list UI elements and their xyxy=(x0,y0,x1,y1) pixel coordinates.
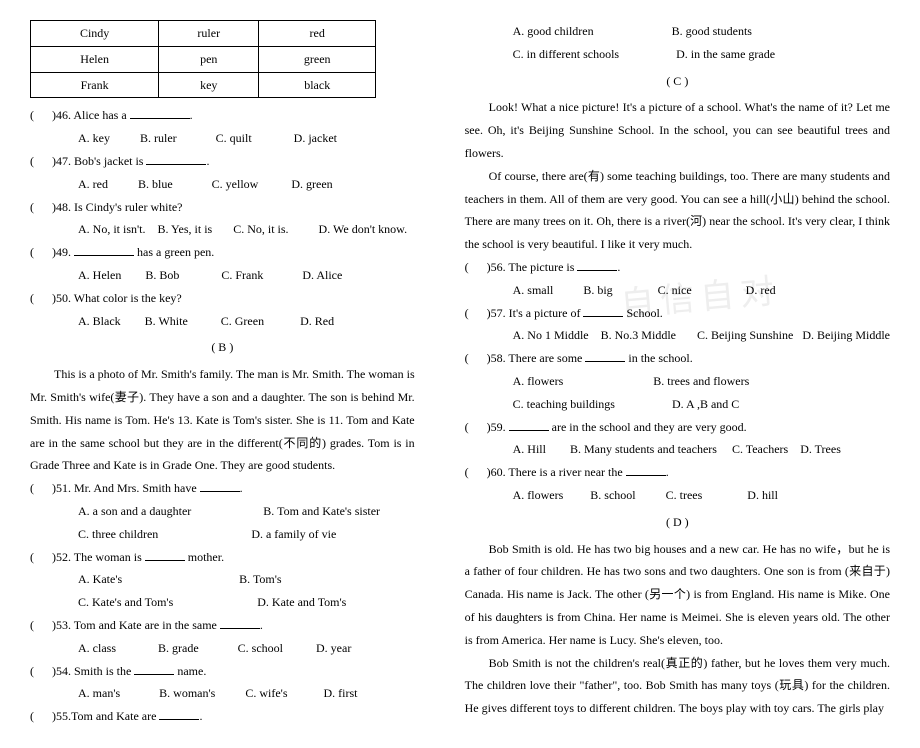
q53-opts: A. class B. grade C. school D. year xyxy=(30,637,415,660)
cell: red xyxy=(259,21,376,47)
q56-opts: A. small B. big C. nice D. red xyxy=(465,279,890,302)
q51-opts-cd: C. three children D. a family of vie xyxy=(30,523,415,546)
passage-b: This is a photo of Mr. Smith's family. T… xyxy=(30,363,415,477)
cell: Frank xyxy=(31,72,159,98)
q46-stem: ( )46. Alice has a . xyxy=(30,104,415,127)
q56-stem: ( )56. The picture is . xyxy=(465,256,890,279)
q58-opts-ab: A. flowers B. trees and flowers xyxy=(465,370,890,393)
table-row: Frank key black xyxy=(31,72,376,98)
table-row: Helen pen green xyxy=(31,46,376,72)
q50-opts: A. Black B. White C. Green D. Red xyxy=(30,310,415,333)
cell: black xyxy=(259,72,376,98)
q52-opts-ab: A. Kate's B. Tom's xyxy=(30,568,415,591)
q47-stem: ( )47. Bob's jacket is . xyxy=(30,150,415,173)
q59-stem: ( )59. are in the school and they are ve… xyxy=(465,416,890,439)
q49-stem: ( )49. has a green pen. xyxy=(30,241,415,264)
q46-opts: A. key B. ruler C. quilt D. jacket xyxy=(30,127,415,150)
q55-stem: ( )55.Tom and Kate are . xyxy=(30,705,415,728)
q51-opts-ab: A. a son and a daughter B. Tom and Kate'… xyxy=(30,500,415,523)
right-column: A. good children B. good students C. in … xyxy=(465,20,890,728)
q57-opts: A. No 1 Middle B. No.3 Middle C. Beijing… xyxy=(465,324,890,347)
q51-stem: ( )51. Mr. And Mrs. Smith have . xyxy=(30,477,415,500)
cell: ruler xyxy=(159,21,259,47)
q48-stem: ( )48. Is Cindy's ruler white? xyxy=(30,196,415,219)
q55-opts-cd: C. in different schools D. in the same g… xyxy=(465,43,890,66)
q58-opts-cd: C. teaching buildings D. A ,B and C xyxy=(465,393,890,416)
q57-stem: ( )57. It's a picture of School. xyxy=(465,302,890,325)
cell: key xyxy=(159,72,259,98)
q53-stem: ( )53. Tom and Kate are in the same . xyxy=(30,614,415,637)
q49-opts: A. Helen B. Bob C. Frank D. Alice xyxy=(30,264,415,287)
passage-c2: Of course, there are(有) some teaching bu… xyxy=(465,165,890,256)
passage-d1: Bob Smith is old. He has two big houses … xyxy=(465,538,890,652)
section-c-label: ( C ) xyxy=(465,70,890,93)
cell: Cindy xyxy=(31,21,159,47)
cell: green xyxy=(259,46,376,72)
table-row: Cindy ruler red xyxy=(31,21,376,47)
cell: pen xyxy=(159,46,259,72)
cell: Helen xyxy=(31,46,159,72)
q52-opts-cd: C. Kate's and Tom's D. Kate and Tom's xyxy=(30,591,415,614)
q60-stem: ( )60. There is a river near the . xyxy=(465,461,890,484)
q54-stem: ( )54. Smith is the name. xyxy=(30,660,415,683)
section-d-label: ( D ) xyxy=(465,511,890,534)
passage-d2: Bob Smith is not the children's real(真正的… xyxy=(465,652,890,720)
q52-stem: ( )52. The woman is mother. xyxy=(30,546,415,569)
q48-opts: A. No, it isn't. B. Yes, it is C. No, it… xyxy=(30,218,415,241)
left-column: Cindy ruler red Helen pen green Frank ke… xyxy=(30,20,415,728)
q59-opts: A. Hill B. Many students and teachers C.… xyxy=(465,438,890,461)
q47-opts: A. red B. blue C. yellow D. green xyxy=(30,173,415,196)
passage-c1: Look! What a nice picture! It's a pictur… xyxy=(465,96,890,164)
q55-opts-ab: A. good children B. good students xyxy=(465,20,890,43)
data-table: Cindy ruler red Helen pen green Frank ke… xyxy=(30,20,376,98)
q54-opts: A. man's B. woman's C. wife's D. first xyxy=(30,682,415,705)
section-b-label: ( B ) xyxy=(30,336,415,359)
q50-stem: ( )50. What color is the key? xyxy=(30,287,415,310)
q58-stem: ( )58. There are some in the school. xyxy=(465,347,890,370)
q60-opts: A. flowers B. school C. trees D. hill xyxy=(465,484,890,507)
